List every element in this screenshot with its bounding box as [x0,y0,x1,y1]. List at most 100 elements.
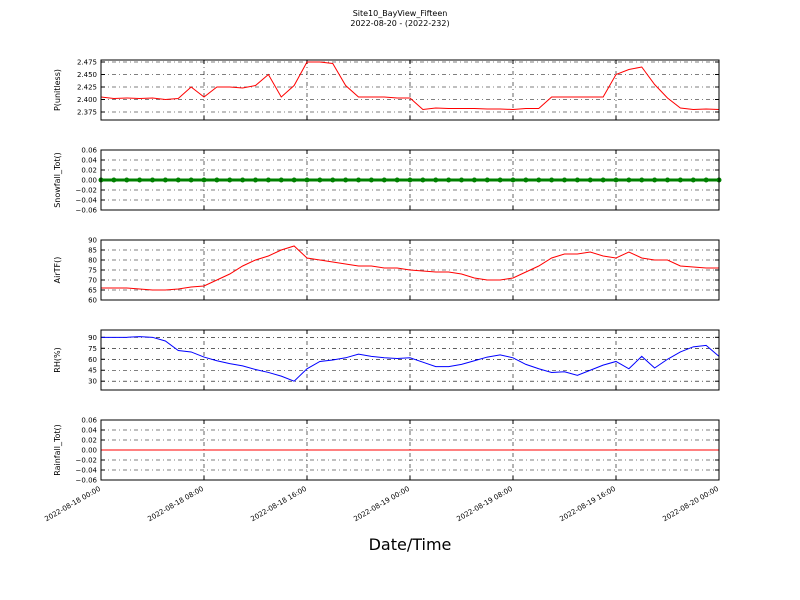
data-point [381,177,387,183]
data-line [100,61,720,111]
data-point [162,177,168,183]
y-tick-label: 85 [88,247,97,255]
data-point [484,177,490,183]
data-point [613,177,619,183]
data-point [471,177,477,183]
x-tick-label: 2022-08-18 08:00 [146,485,205,523]
y-tick-label: 75 [88,345,97,353]
data-point [690,177,696,183]
y-axis-label: P(unitless) [53,69,62,111]
x-tick-label: 2022-08-20 00:00 [661,485,720,523]
y-tick-label: 30 [88,378,97,386]
y-tick-label: 45 [88,367,97,375]
y-axis-label: AirTF() [53,257,62,284]
y-tick-label: 2.450 [77,71,97,79]
y-tick-label: 0.06 [81,147,97,155]
data-point [574,177,580,183]
y-axis-label: Rainfall_Tot() [53,424,62,476]
y-tick-label: 60 [88,356,97,364]
data-point [265,177,271,183]
y-tick-label: 0.06 [81,417,97,425]
data-point [201,177,207,183]
data-point [253,177,258,183]
data-point [368,177,374,183]
data-point [549,177,555,183]
y-tick-label: 2.375 [77,109,97,117]
plot-frame [100,329,720,391]
data-point [497,177,503,183]
y-tick-label: 0.00 [81,177,97,185]
data-point [394,177,400,183]
y-tick-label: 0.04 [81,427,97,435]
data-point [137,177,143,183]
data-point [510,177,516,183]
data-point [677,177,683,183]
y-axis-label: Snowfall_Tot() [53,152,62,208]
y-tick-label: 2.400 [77,96,97,104]
y-tick-label: −0.02 [76,457,97,465]
y-tick-label: 2.425 [77,84,97,92]
data-point [626,177,632,183]
data-point [562,177,567,183]
x-tick-label: 2022-08-18 00:00 [43,485,102,523]
data-point [420,177,426,183]
data-point [240,177,246,183]
data-point [536,177,542,183]
x-tick-label: 2022-08-19 16:00 [558,485,617,523]
data-point [304,177,310,183]
y-tick-label: −0.04 [76,467,98,475]
data-point [317,177,323,183]
data-point [356,177,361,183]
y-tick-label: −0.06 [76,207,98,215]
plot-frame [100,239,720,301]
data-point [446,177,452,183]
y-tick-label: −0.04 [76,197,98,205]
figure-subtitle: 2022-08-20 - (2022-232) [350,19,449,28]
y-tick-label: 65 [88,287,97,295]
data-point [433,177,439,183]
data-point [407,177,413,183]
data-point [330,177,336,183]
x-tick-label: 2022-08-19 08:00 [455,485,514,523]
y-axis-label: RH(%) [53,347,62,372]
y-tick-label: 0.02 [81,167,97,175]
x-axis-label: Date/Time [369,535,452,554]
y-tick-label: 0.00 [81,447,97,455]
x-tick-label: 2022-08-19 00:00 [352,485,411,523]
y-tick-label: 75 [88,267,97,275]
plot-frame [100,59,720,121]
y-tick-label: −0.02 [76,187,97,195]
plot-frame [100,419,720,481]
plot-frame [100,149,720,211]
y-tick-label: 90 [88,237,97,245]
data-point [291,177,297,183]
x-tick-label: 2022-08-18 16:00 [249,485,308,523]
y-tick-label: 0.04 [81,157,97,165]
data-point [150,177,155,183]
figure-title: Site10_BayView_Fifteen [353,9,448,18]
data-point [278,177,284,183]
data-point [639,177,645,183]
y-tick-label: 70 [88,277,97,285]
y-tick-label: 2.475 [77,59,97,67]
data-point [665,177,670,183]
data-point [227,177,233,183]
data-point [600,177,606,183]
data-point [175,177,181,183]
data-line [101,336,720,382]
y-tick-label: 60 [88,297,97,305]
data-point [459,177,464,183]
y-tick-label: 80 [88,257,97,265]
data-line [101,245,719,291]
y-tick-label: 90 [88,334,97,342]
data-point [523,177,529,183]
data-point [343,177,349,183]
data-point [703,177,709,183]
data-point [587,177,593,183]
data-point [111,177,117,183]
y-tick-label: −0.06 [76,477,98,485]
data-point [188,177,194,183]
y-tick-label: 0.02 [81,437,97,445]
data-point [214,177,220,183]
